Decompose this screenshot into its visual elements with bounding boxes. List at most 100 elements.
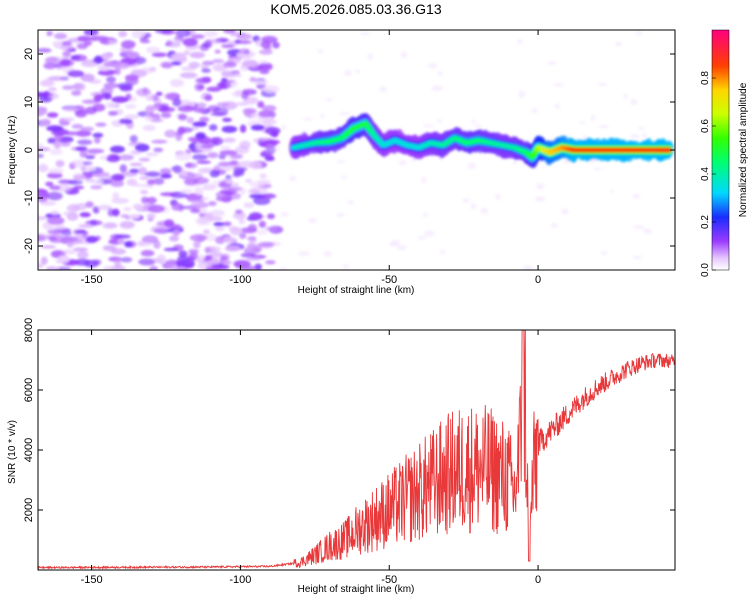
noise-blob: [136, 88, 152, 97]
noise-blob: [114, 68, 121, 75]
noise-blob: [90, 35, 108, 41]
noise-blob: [76, 43, 88, 50]
noise-blob: [119, 221, 135, 229]
noise-blob: [72, 83, 84, 90]
noise-blob: [642, 132, 647, 138]
noise-blob: [50, 210, 59, 216]
noise-blob: [222, 221, 232, 227]
noise-blob: [238, 218, 246, 225]
noise-blob: [259, 173, 268, 179]
noise-blob: [264, 139, 280, 145]
noise-blob: [48, 76, 65, 81]
noise-blob: [632, 193, 640, 200]
noise-blob: [106, 76, 116, 83]
noise-blob: [518, 90, 526, 98]
ridge-core: [665, 147, 673, 153]
noise-blob: [396, 244, 407, 251]
noise-blob: [221, 260, 232, 265]
noise-blob: [262, 105, 277, 112]
noise-blob: [138, 157, 151, 162]
noise-blob: [247, 236, 257, 241]
noise-blob: [233, 260, 251, 268]
noise-blob: [92, 132, 104, 138]
noise-blob: [553, 82, 564, 87]
noise-blob: [203, 229, 210, 235]
noise-blob: [149, 265, 159, 270]
figure-title: KOM5.2026.085.03.36.G13: [270, 1, 441, 17]
noise-blob: [241, 59, 259, 68]
noise-blob: [82, 161, 93, 166]
noise-blob: [180, 189, 193, 194]
noise-blob: [494, 194, 502, 200]
noise-blob: [95, 122, 107, 127]
noise-blob: [523, 265, 533, 270]
noise-blob: [208, 124, 218, 131]
colorbar-tick-label: 0.6: [700, 119, 711, 133]
noise-blob: [119, 85, 133, 92]
noise-blob: [146, 196, 157, 204]
noise-blob: [235, 209, 243, 214]
noise-blob: [184, 162, 198, 169]
noise-blob: [200, 196, 210, 201]
noise-blob: [147, 204, 166, 213]
noise-blob: [118, 118, 133, 125]
noise-blob: [72, 175, 87, 180]
noise-blob: [117, 238, 126, 245]
noise-blob: [70, 55, 81, 60]
y-tick-label: 4000: [23, 438, 35, 462]
noise-blob: [48, 168, 64, 174]
noise-blob: [256, 229, 268, 235]
noise-blob: [218, 153, 226, 160]
noise-blob: [199, 116, 210, 123]
noise-blob: [93, 94, 103, 103]
noise-blob: [153, 147, 164, 153]
noise-blob: [239, 48, 251, 55]
colorbar-tick-label: 0.4: [700, 167, 711, 181]
noise-blob: [103, 62, 116, 67]
noise-blob: [185, 149, 192, 155]
y-tick-label: -20: [23, 238, 35, 254]
noise-blob: [236, 40, 252, 45]
heatmap-x-ticks: -150 -100 -50 0: [81, 30, 541, 286]
noise-blob: [66, 204, 80, 213]
noise-blob: [177, 126, 186, 135]
noise-blob: [124, 74, 139, 81]
noise-blob: [73, 247, 89, 252]
noise-blob: [85, 201, 94, 208]
noise-blob: [336, 160, 346, 164]
y-tick-label: -10: [23, 190, 35, 206]
noise-blob: [615, 41, 622, 47]
noise-blob: [119, 164, 128, 173]
noise-blob: [632, 225, 645, 230]
noise-blob: [124, 241, 134, 248]
noise-blob: [274, 145, 281, 151]
noise-blob: [47, 92, 59, 100]
noise-blob: [202, 183, 216, 191]
noise-blob: [179, 72, 198, 79]
noise-blob: [257, 101, 265, 108]
y-tick-label: 10: [23, 96, 35, 108]
noise-blob: [342, 264, 350, 269]
noise-blob: [141, 235, 159, 244]
noise-blob: [632, 255, 643, 259]
heatmap-layer: [38, 30, 674, 270]
noise-blob: [257, 241, 275, 247]
noise-blob: [71, 159, 88, 168]
noise-blob: [223, 61, 237, 68]
noise-blob: [589, 158, 598, 163]
noise-blob: [243, 202, 255, 208]
noise-blob: [355, 69, 361, 74]
noise-blob: [45, 181, 54, 187]
snr-series-line: [38, 330, 675, 570]
noise-blob: [55, 266, 72, 270]
noise-blob: [317, 49, 324, 54]
noise-blob: [221, 44, 235, 49]
noise-blob: [280, 211, 289, 217]
noise-blob: [267, 213, 275, 220]
noise-blob: [178, 266, 187, 270]
y-tick-label: 2000: [23, 498, 35, 522]
noise-blob: [474, 124, 482, 128]
x-tick-label: 0: [535, 274, 541, 286]
noise-blob: [336, 213, 345, 218]
noise-blob: [169, 53, 187, 62]
